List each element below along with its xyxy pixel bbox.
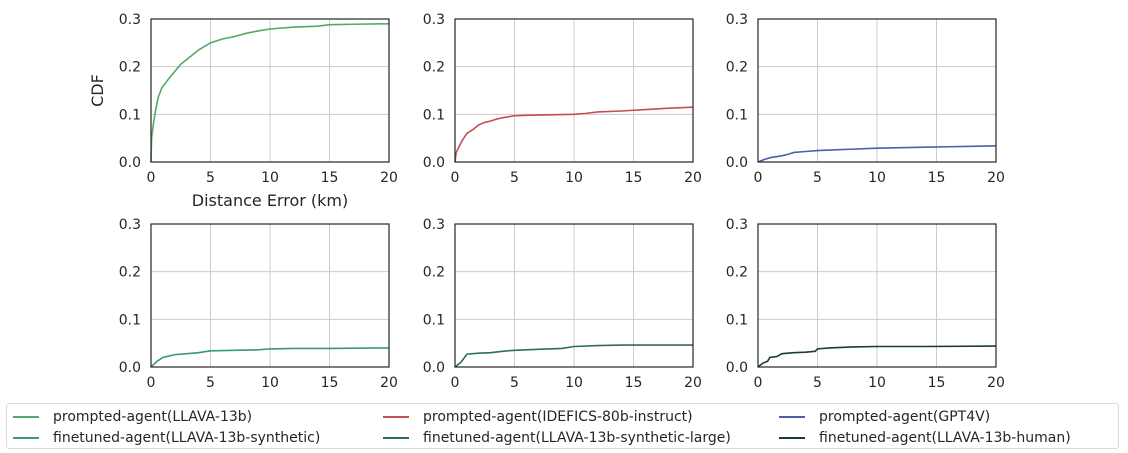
- y-tick-label: 0.3: [726, 217, 748, 233]
- x-tick-label: 15: [625, 170, 643, 186]
- x-tick-label: 0: [754, 170, 763, 186]
- legend-swatch: [383, 416, 409, 418]
- x-tick-label: 10: [261, 170, 279, 186]
- axes-frame: [757, 18, 997, 163]
- y-tick-label: 0.2: [119, 60, 141, 76]
- subplot: 0 5 10 15 20 0.0 0.1 0.2 0.3: [119, 217, 398, 391]
- y-tick-label: 0.3: [119, 217, 141, 233]
- legend-label: finetuned-agent(LLAVA-13b-synthetic-larg…: [423, 430, 731, 446]
- x-tick-label: 0: [451, 375, 460, 391]
- legend-label: prompted-agent(GPT4V): [819, 409, 991, 425]
- series-line: [757, 345, 997, 368]
- y-tick-label: 0.3: [726, 12, 748, 28]
- x-tick-label: 20: [684, 170, 702, 186]
- legend-label: prompted-agent(IDEFICS-80b-instruct): [423, 409, 693, 425]
- y-tick-label: 0.0: [726, 155, 748, 171]
- subplot: 0 5 10 15 20 0.0 0.1 0.2 0.3: [726, 217, 1005, 391]
- x-tick-label: 15: [321, 170, 339, 186]
- x-tick-label: 15: [928, 170, 946, 186]
- x-tick-label: 10: [565, 375, 583, 391]
- y-tick-label: 0.0: [726, 360, 748, 376]
- y-tick-label: 0.0: [423, 360, 445, 376]
- legend-label: prompted-agent(LLAVA-13b): [53, 409, 253, 425]
- axes-frame: [150, 18, 390, 163]
- subplot: 0 5 10 15 20 0.0 0.1 0.2 0.3: [423, 217, 702, 391]
- x-tick-label: 10: [868, 170, 886, 186]
- series-line: [454, 344, 693, 368]
- y-tick-label: 0.3: [423, 217, 445, 233]
- x-tick-label: 15: [625, 375, 643, 391]
- y-tick-label: 0.3: [119, 12, 141, 28]
- x-tick-label: 20: [684, 375, 702, 391]
- x-tick-label: 20: [987, 375, 1005, 391]
- subplot: 0 5 10 15 20 0.0 0.1 0.2 0.3 Distance Error (km) C…: [88, 12, 398, 210]
- y-tick-label: 0.0: [423, 155, 445, 171]
- x-tick-label: 0: [754, 375, 763, 391]
- x-tick-label: 10: [261, 375, 279, 391]
- x-tick-label: 5: [206, 375, 215, 391]
- figure: 0 5 10 15 20 0.0 0.1 0.2 0.3 Distance Error (km) C…: [88, 12, 1005, 391]
- y-tick-label: 0.2: [726, 60, 748, 76]
- y-tick-label: 0.3: [423, 12, 445, 28]
- x-tick-label: 5: [510, 375, 519, 391]
- legend-item: finetuned-agent(LLAVA-13b-human): [779, 428, 1071, 448]
- y-tick-label: 0.1: [423, 107, 445, 123]
- axes-frame: [454, 18, 694, 163]
- y-tick-label: 0.1: [423, 312, 445, 328]
- y-tick-label: 0.2: [423, 265, 445, 281]
- legend-swatch: [13, 437, 39, 439]
- x-tick-label: 0: [451, 170, 460, 186]
- x-tick-label: 10: [565, 170, 583, 186]
- x-tick-label: 15: [321, 375, 339, 391]
- legend-swatch: [13, 416, 39, 418]
- legend-swatch: [383, 437, 409, 439]
- x-axis-label: Distance Error (km): [192, 191, 348, 210]
- subplot: 0 5 10 15 20 0.0 0.1 0.2 0.3: [423, 12, 702, 186]
- x-tick-label: 20: [380, 170, 398, 186]
- axes-frame: [150, 223, 390, 368]
- series-line: [454, 106, 694, 163]
- x-tick-label: 5: [206, 170, 215, 186]
- x-tick-label: 0: [147, 375, 156, 391]
- legend-swatch: [779, 416, 805, 418]
- axes-frame: [454, 223, 694, 368]
- legend: prompted-agent(LLAVA-13b) prompted-agent…: [6, 403, 1119, 449]
- y-tick-label: 0.1: [119, 312, 141, 328]
- x-tick-label: 20: [987, 170, 1005, 186]
- y-axis-label: CDF: [88, 74, 107, 107]
- axes-frame: [757, 223, 997, 368]
- legend-item: prompted-agent(LLAVA-13b): [13, 407, 252, 427]
- y-tick-label: 0.2: [119, 265, 141, 281]
- legend-item: prompted-agent(GPT4V): [779, 407, 990, 427]
- legend-label: finetuned-agent(LLAVA-13b-synthetic): [53, 430, 321, 446]
- x-tick-label: 20: [380, 375, 398, 391]
- y-tick-label: 0.0: [119, 155, 141, 171]
- x-tick-label: 0: [147, 170, 156, 186]
- x-tick-label: 15: [928, 375, 946, 391]
- x-tick-label: 10: [868, 375, 886, 391]
- series-line: [757, 144, 997, 163]
- y-tick-label: 0.0: [119, 360, 141, 376]
- legend-item: finetuned-agent(LLAVA-13b-synthetic-larg…: [383, 428, 731, 448]
- x-tick-label: 5: [510, 170, 519, 186]
- x-tick-label: 5: [813, 375, 822, 391]
- y-tick-label: 0.2: [423, 60, 445, 76]
- y-tick-label: 0.1: [726, 312, 748, 328]
- legend-label: finetuned-agent(LLAVA-13b-human): [819, 430, 1071, 446]
- legend-item: finetuned-agent(LLAVA-13b-synthetic): [13, 428, 320, 448]
- series-line: [150, 22, 390, 163]
- legend-item: prompted-agent(IDEFICS-80b-instruct): [383, 407, 693, 427]
- legend-swatch: [779, 437, 805, 439]
- y-tick-label: 0.1: [726, 107, 748, 123]
- y-tick-label: 0.2: [726, 265, 748, 281]
- subplot: 0 5 10 15 20 0.0 0.1 0.2 0.3: [726, 12, 1005, 186]
- x-tick-label: 5: [813, 170, 822, 186]
- y-tick-label: 0.1: [119, 107, 141, 123]
- series-line: [150, 347, 390, 368]
